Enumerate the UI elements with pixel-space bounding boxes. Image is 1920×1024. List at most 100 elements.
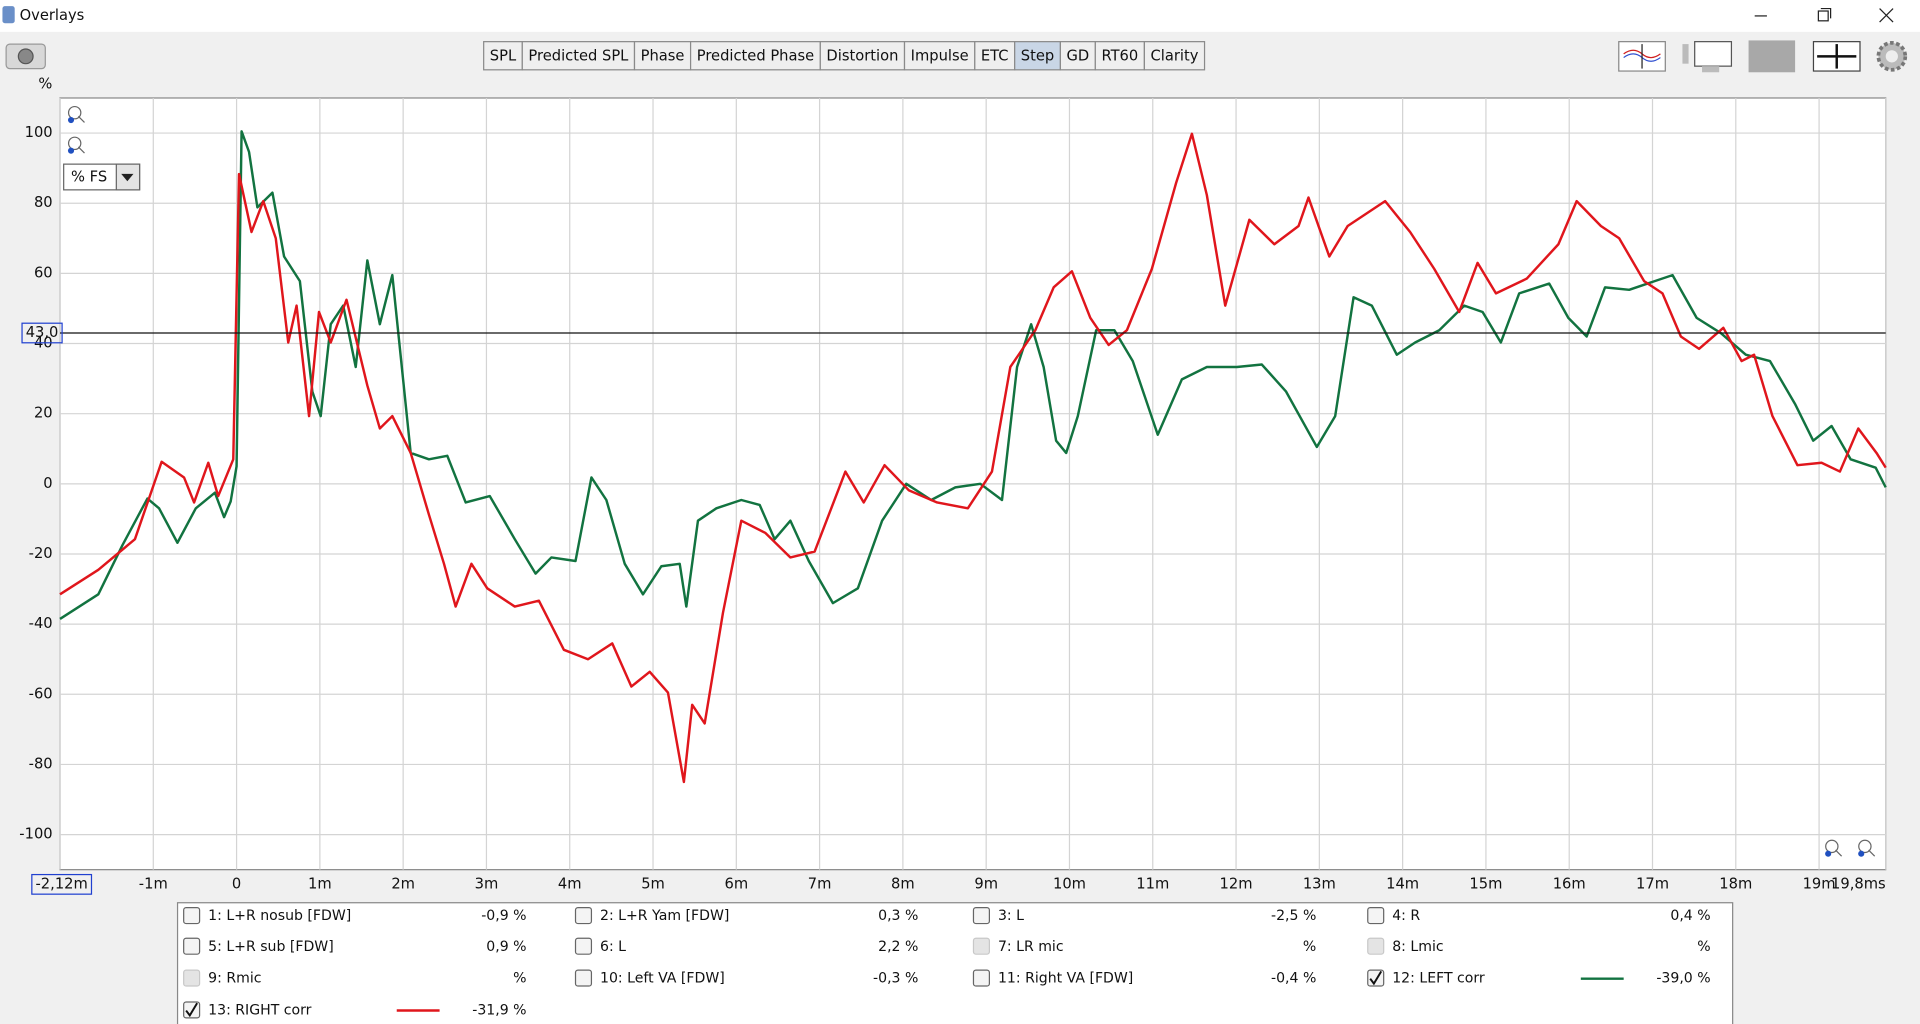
- legend-entry: 9: Rmic%: [183, 969, 527, 987]
- legend-checkbox[interactable]: [1367, 969, 1385, 987]
- legend-checkbox[interactable]: [183, 1001, 201, 1019]
- legend-readout: 0,4 %: [1670, 908, 1710, 924]
- cursor-label-box: [21, 322, 63, 344]
- y-tick-label: 20: [34, 405, 53, 422]
- minimize-button[interactable]: [1738, 2, 1783, 30]
- settings-icon[interactable]: [1876, 41, 1908, 72]
- legend-readout: -0,4 %: [1271, 971, 1316, 987]
- tab-background: [1014, 41, 1061, 71]
- legend-checkbox[interactable]: [1367, 907, 1385, 925]
- tab-background: [483, 41, 523, 71]
- tab[interactable]: SPL: [483, 41, 523, 71]
- legend-readout: 2,2 %: [878, 939, 918, 955]
- tab[interactable]: Distortion: [819, 41, 906, 71]
- x-tick-label: 18m: [1719, 875, 1752, 892]
- legend-entry: 10: Left VA [FDW] -0,3 %: [574, 969, 918, 987]
- cursor-label: 43,0: [26, 324, 59, 341]
- legend-entry: 3: L -2,5 %: [972, 907, 1316, 925]
- legend-checkbox[interactable]: [972, 969, 990, 987]
- checkbox-check: [185, 1002, 198, 1018]
- checkbox-box: [183, 937, 201, 955]
- tab-background: [903, 41, 976, 71]
- legend-checkbox[interactable]: [183, 907, 201, 925]
- y-tick-label: -80: [29, 755, 53, 772]
- zoom-out-y[interactable]: [67, 136, 85, 154]
- scale-dropdown[interactable]: % FS: [63, 163, 141, 191]
- legend-checkbox[interactable]: [574, 937, 593, 955]
- tab[interactable]: Step: [1014, 41, 1061, 71]
- tab-label: ETC: [981, 47, 1009, 64]
- zoom-out-x[interactable]: [1858, 839, 1876, 857]
- legend-checkbox: [972, 937, 990, 955]
- legend-label: 10: Left VA [FDW]: [600, 971, 725, 987]
- checkbox-box: [1367, 937, 1385, 955]
- tab[interactable]: RT60: [1094, 41, 1145, 71]
- tab-label: RT60: [1101, 47, 1138, 64]
- tab-label: Distortion: [826, 47, 898, 64]
- legend-entry: 7: LR mic%: [972, 937, 1316, 955]
- camera-button[interactable]: [5, 43, 46, 70]
- legend-label: 2: L+R Yam [FDW]: [600, 908, 729, 924]
- zoom-in-x[interactable]: [1825, 839, 1843, 857]
- legend-readout: 0,9 %: [486, 939, 526, 955]
- tab[interactable]: GD: [1059, 41, 1096, 71]
- restore-button[interactable]: [1802, 2, 1847, 30]
- legend: 1: L+R nosub [FDW] -0,9 % 2: L+R Yam [FDW]…: [183, 907, 1711, 1019]
- tab-label: Predicted SPL: [528, 47, 629, 64]
- checkbox-box: [972, 907, 990, 925]
- checkbox-box: [1367, 907, 1385, 925]
- y-tick-label: -60: [29, 685, 53, 702]
- tab[interactable]: Clarity: [1143, 41, 1206, 71]
- legend-label: 12: LEFT corr: [1392, 971, 1485, 987]
- legend-readout: -39,0 %: [1656, 971, 1710, 987]
- x-tick-label: 6m: [724, 875, 748, 892]
- disabled-icon: [1748, 40, 1796, 73]
- legend-readout: 0,3 %: [878, 908, 918, 924]
- y-tick-label: 100: [25, 124, 53, 141]
- legend-label: 8: Lmic: [1392, 939, 1443, 955]
- tab[interactable]: Impulse: [903, 41, 976, 71]
- tab-bar: SPL Predicted SPL Phase Predicted Phase Dist…: [483, 41, 1206, 71]
- checkbox-box: [972, 937, 990, 955]
- tab[interactable]: Predicted SPL: [521, 41, 636, 71]
- zoom-in-y[interactable]: [67, 105, 85, 124]
- legend-label: 6: L: [600, 939, 626, 955]
- checkbox-box: [574, 937, 593, 955]
- close-button[interactable]: [1863, 2, 1908, 30]
- legend-checkbox[interactable]: [183, 937, 201, 955]
- fit-icon[interactable]: [1812, 41, 1861, 72]
- tab[interactable]: Phase: [633, 41, 692, 71]
- legend-label: 1: L+R nosub [FDW]: [208, 908, 351, 924]
- y-tick-label: -100: [19, 826, 52, 843]
- checkbox-box: [574, 969, 593, 987]
- legend-checkbox[interactable]: [574, 907, 593, 925]
- x-axis-start-box: [31, 873, 93, 895]
- x-tick-label: 19m: [1803, 875, 1836, 892]
- legend-entry: 1: L+R nosub [FDW] -0,9 %: [183, 907, 527, 925]
- traces: 43,0: [21, 130, 1887, 784]
- legend-entry: 12: LEFT corr -39,0 %: [1367, 969, 1711, 987]
- legend-entry: 6: L 2,2 %: [574, 937, 918, 955]
- x-tick-label: 9m: [974, 875, 998, 892]
- legend-readout: -0,9 %: [481, 908, 526, 924]
- tab[interactable]: ETC: [974, 41, 1016, 71]
- legend-checkbox: [1367, 937, 1385, 955]
- layout-icon[interactable]: [1682, 41, 1733, 73]
- x-tick-label: 7m: [808, 875, 832, 892]
- x-tick-label: 15m: [1469, 875, 1502, 892]
- legend-checkbox[interactable]: [972, 907, 990, 925]
- legend-readout: %: [513, 971, 526, 987]
- x-tick-label: 3m: [475, 875, 499, 892]
- legend-checkbox[interactable]: [574, 969, 593, 987]
- tab-label: Impulse: [911, 47, 969, 64]
- app-icon: [2, 6, 15, 24]
- checkbox-box: [972, 969, 990, 987]
- tab[interactable]: Predicted Phase: [689, 41, 821, 71]
- legend-readout: %: [1303, 939, 1316, 955]
- legend-readout: -0,3 %: [873, 971, 918, 987]
- legend-label: 13: RIGHT corr: [208, 1003, 312, 1019]
- checkbox-check: [1369, 970, 1383, 986]
- overlay-icon[interactable]: [1618, 41, 1666, 72]
